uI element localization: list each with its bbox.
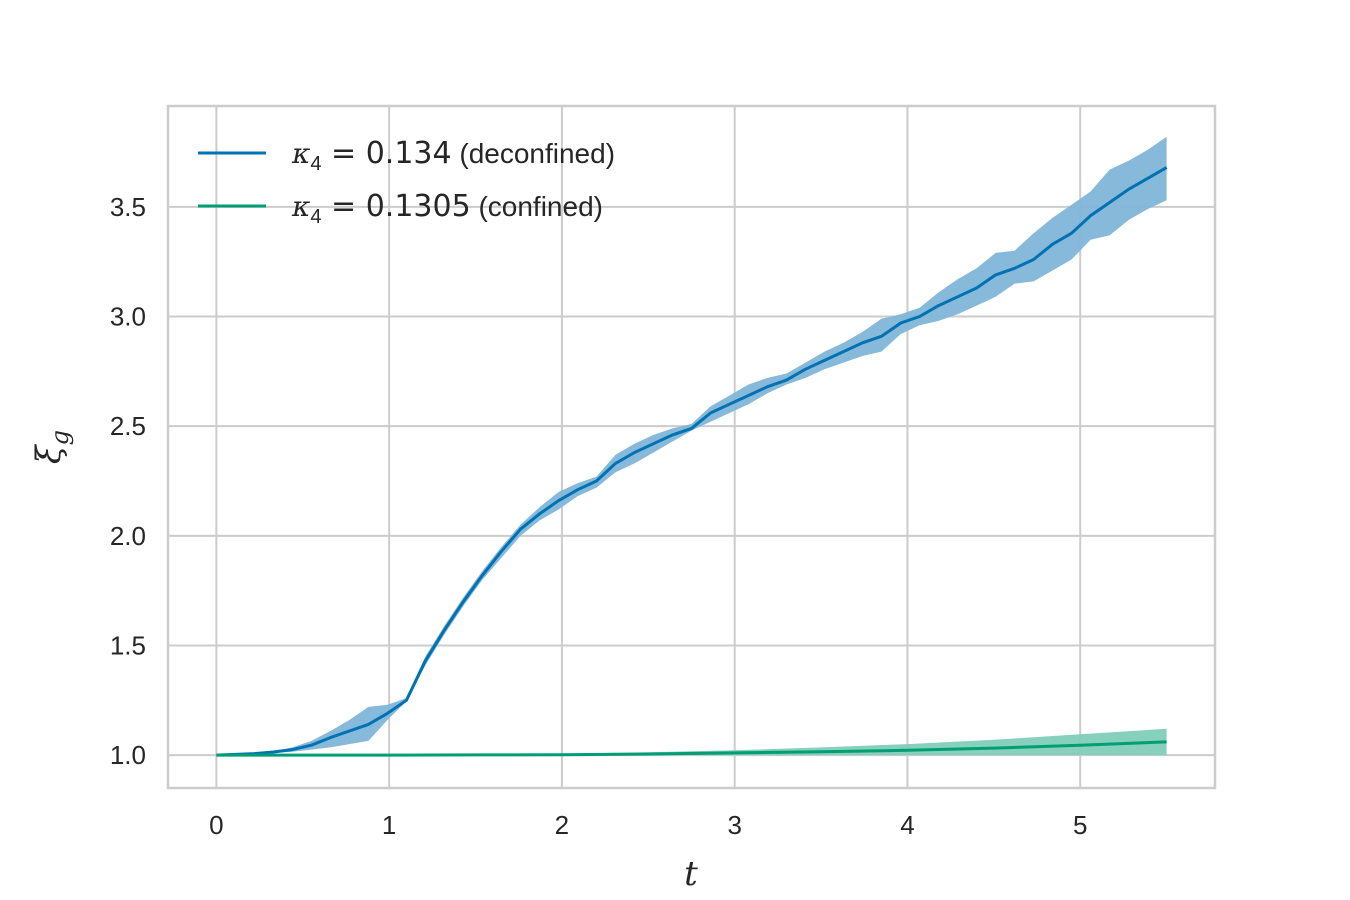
plot-frame [166, 104, 1217, 790]
legend: κ4 = 0.134 (deconfined) κ4 = 0.1305 (con… [198, 136, 615, 228]
x-tick-label: 2 [555, 810, 569, 840]
band-series-1 [216, 136, 1167, 756]
y-tick-label: 3.5 [110, 192, 146, 222]
line-series-2 [216, 740, 1167, 757]
legend-label-deconfined: κ4 = 0.134 (deconfined) [291, 136, 615, 175]
y-tick-label: 2.0 [110, 521, 146, 551]
legend-label-confined: κ4 = 0.1305 (confined) [291, 189, 603, 228]
line-series-1 [216, 166, 1168, 757]
y-tick-labels: 1.0 1.5 2.0 2.5 3.0 3.5 [110, 192, 146, 770]
x-tick-label: 1 [382, 810, 396, 840]
x-tick-labels: 0 1 2 3 4 5 [209, 810, 1087, 840]
confidence-bands [216, 136, 1167, 756]
series-lines [216, 166, 1168, 757]
x-tick-label: 4 [900, 810, 914, 840]
x-tick-label: 5 [1073, 810, 1087, 840]
x-tick-label: 3 [727, 810, 741, 840]
x-tick-label: 0 [209, 810, 223, 840]
y-tick-label: 2.5 [110, 411, 146, 441]
y-axis-label: ξg [29, 430, 74, 464]
y-tick-label: 1.5 [110, 630, 146, 660]
x-axis-label: t [684, 854, 698, 894]
y-tick-label: 1.0 [110, 740, 146, 770]
y-tick-label: 3.0 [110, 302, 146, 332]
